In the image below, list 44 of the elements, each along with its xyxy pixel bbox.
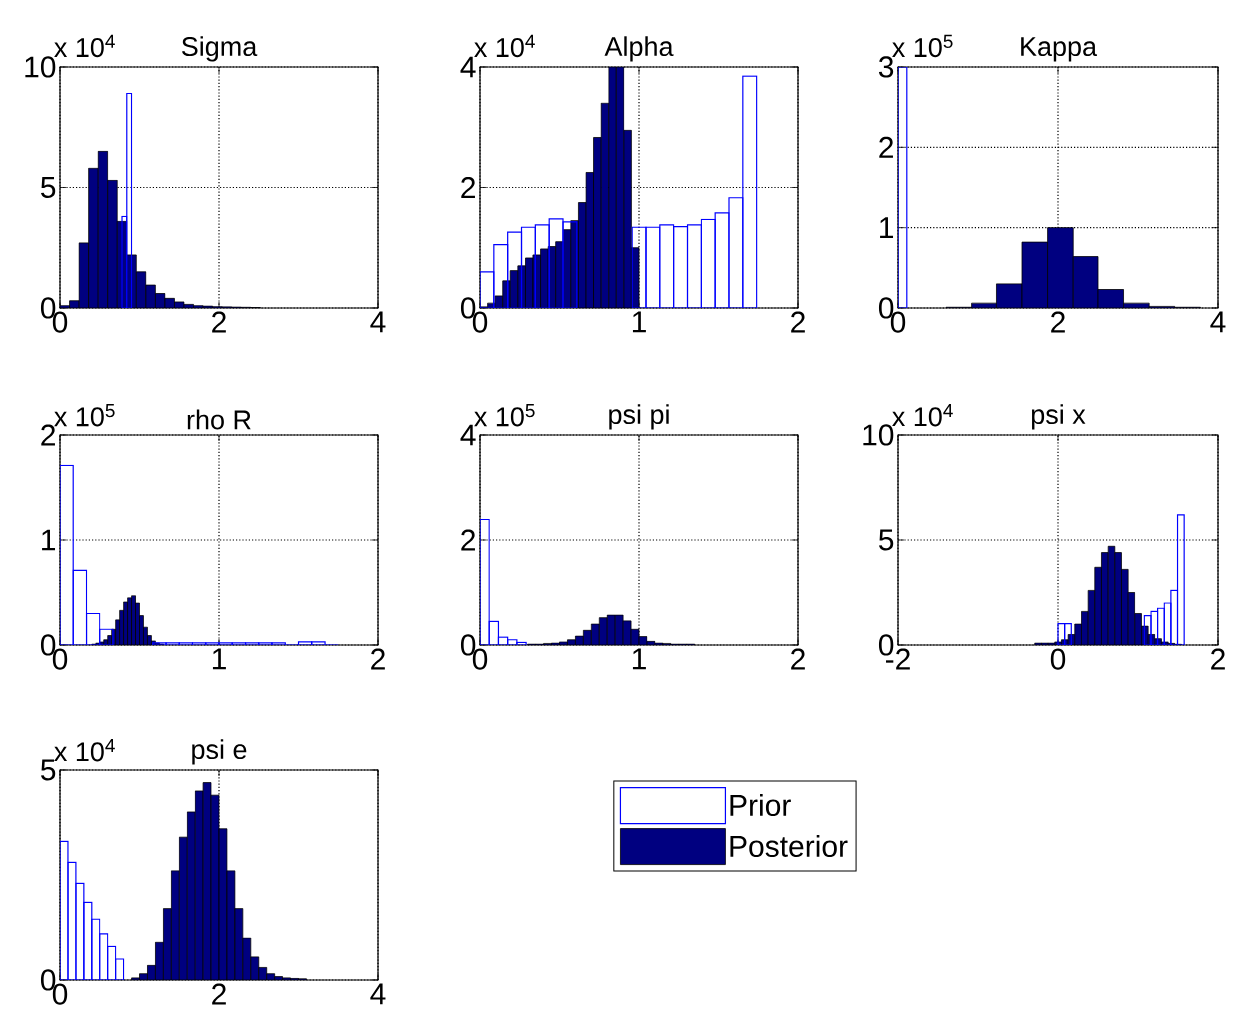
- y-tick-label: 10: [863, 424, 894, 446]
- x-tick-label: 2: [371, 648, 385, 670]
- y-tick-label: 10: [25, 56, 56, 78]
- x-tick-label: 1: [632, 311, 646, 333]
- y-tick-label: 1: [880, 217, 894, 238]
- y-tick-label: 3: [878, 56, 894, 78]
- chart-title: Sigma: [181, 36, 258, 62]
- x-tick-label: 2: [212, 983, 226, 1005]
- x-tick-label: 4: [370, 311, 386, 333]
- y-tick-label: 4: [460, 56, 476, 78]
- x-tick-label: 2: [212, 311, 226, 333]
- chart-title: psi pi: [609, 404, 669, 430]
- y-tick-label: 5: [41, 177, 56, 198]
- y-tick-label: 1: [42, 529, 56, 551]
- text: x 10$^{4}$: [54, 34, 115, 58]
- text: x 10$^{4}$: [54, 739, 115, 762]
- text: x 10$^{5}$: [892, 34, 953, 58]
- x-tick-label: 1: [632, 648, 646, 670]
- x-tick-label: 0: [1050, 648, 1066, 670]
- text: x 10$^{5}$: [474, 404, 535, 427]
- x-tick-label: 2: [791, 311, 805, 333]
- y-tick-label: 5: [879, 529, 894, 551]
- chart-title: Alpha: [604, 36, 674, 62]
- text: x 10$^{4}$: [892, 404, 953, 427]
- legend-label: Posterior: [730, 834, 848, 857]
- y-tick-label: 2: [461, 529, 475, 551]
- x-tick-label: 4: [1210, 311, 1226, 333]
- x-tick-label: 2: [1211, 648, 1225, 670]
- y-tick-label: 2: [41, 424, 55, 446]
- chart-title: Kappa: [1021, 37, 1098, 62]
- x-tick-label: 2: [791, 648, 805, 670]
- chart-title: psi e: [192, 739, 247, 765]
- x-tick-label: 4: [370, 983, 386, 1005]
- chart-title: psi x: [1031, 404, 1086, 430]
- chart-title: rho R: [187, 409, 251, 430]
- legend-label: Prior: [730, 793, 791, 816]
- x-tick-label: 2: [1051, 311, 1065, 333]
- y-tick-label: 2: [879, 136, 893, 158]
- x-tick-label: 1: [212, 648, 226, 670]
- text: x 10$^{4}$: [474, 34, 535, 58]
- text: x 10$^{5}$: [54, 404, 115, 427]
- y-tick-label: 4: [460, 424, 476, 446]
- y-tick-label: 2: [461, 177, 475, 198]
- y-tick-label: 5: [41, 759, 56, 781]
